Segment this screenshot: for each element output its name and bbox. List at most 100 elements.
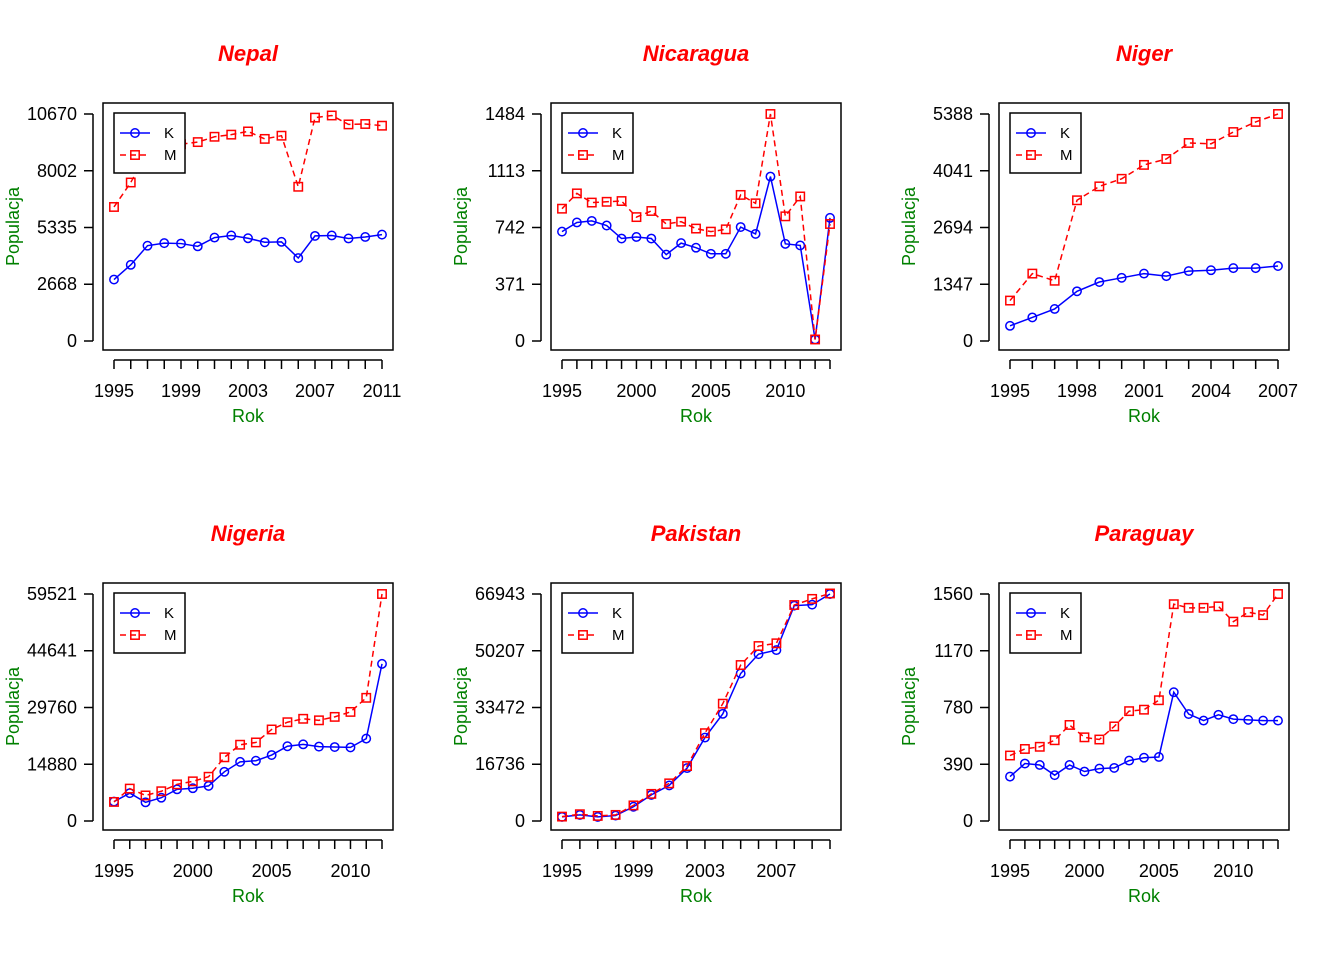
data-point <box>361 692 372 703</box>
data-point <box>616 233 627 244</box>
data-point <box>750 228 761 239</box>
x-axis-title: Rok <box>680 406 713 426</box>
data-point <box>235 756 246 767</box>
data-point <box>1072 195 1082 206</box>
data-point <box>377 120 387 131</box>
y-tick-label: 10670 <box>27 104 77 124</box>
y-tick-label: 742 <box>495 218 525 238</box>
y-axis-title: Populacja <box>451 666 471 746</box>
x-tick-label: 2005 <box>252 861 292 881</box>
y-tick-label: 1484 <box>485 104 525 124</box>
x-tick-label: 2010 <box>765 381 805 401</box>
series-M <box>557 109 835 345</box>
legend-label: M <box>612 627 625 644</box>
data-point <box>203 771 214 782</box>
data-point <box>1198 602 1209 613</box>
series-line <box>1009 593 1279 757</box>
data-point <box>735 660 746 670</box>
data-point <box>109 796 119 807</box>
data-point <box>586 197 597 208</box>
y-tick-label: 390 <box>943 754 973 774</box>
series-line <box>561 176 831 340</box>
data-point <box>699 728 710 739</box>
data-point <box>825 212 835 223</box>
data-point <box>326 110 337 121</box>
data-point <box>717 708 728 719</box>
x-tick-label: 2005 <box>691 381 731 401</box>
legend-box <box>1009 592 1082 654</box>
legend: KM <box>561 112 634 174</box>
y-tick-label: 1113 <box>488 161 525 181</box>
legend-marker <box>1026 150 1036 160</box>
x-tick-label: 2003 <box>685 861 725 881</box>
data-point <box>1243 714 1254 725</box>
series-M <box>1005 109 1283 306</box>
data-point <box>226 230 237 241</box>
x-tick-label: 1995 <box>94 861 134 881</box>
data-point <box>109 202 119 212</box>
data-point <box>187 783 198 794</box>
data-point <box>1034 741 1045 752</box>
chart-panel-nepal: Nepal 1995 1999 2003 2007 2011 0 2668 5335 8002 10… <box>3 41 401 426</box>
series-K <box>1005 687 1283 782</box>
legend-marker <box>130 630 140 640</box>
data-point <box>771 645 782 656</box>
legend: KM <box>561 592 634 654</box>
data-point <box>250 737 261 748</box>
legend-label: K <box>612 125 622 142</box>
data-point <box>1243 607 1254 618</box>
data-point <box>646 206 657 216</box>
data-point <box>360 232 371 242</box>
data-point <box>1072 286 1082 297</box>
y-tick-label: 44641 <box>27 641 77 661</box>
data-point <box>282 741 293 752</box>
data-point <box>1034 760 1045 770</box>
data-point <box>676 238 687 249</box>
data-point <box>720 224 731 235</box>
legend-marker <box>1026 608 1036 618</box>
y-tick-label: 2694 <box>933 218 973 238</box>
y-axis-title: Populacja <box>899 186 919 266</box>
data-point <box>616 196 627 206</box>
data-point <box>1094 181 1105 192</box>
data-point <box>1161 154 1172 164</box>
data-point <box>705 248 716 259</box>
series-line <box>1009 265 1279 327</box>
data-point <box>293 253 304 263</box>
legend: KM <box>1009 112 1082 174</box>
data-point <box>192 137 203 148</box>
data-point <box>142 240 153 251</box>
data-point <box>1027 312 1038 323</box>
legend-marker <box>578 150 588 160</box>
data-point <box>1005 771 1015 782</box>
data-point <box>807 599 818 610</box>
y-tick-label: 0 <box>963 331 973 351</box>
data-point <box>682 761 693 772</box>
legend-marker <box>130 150 140 160</box>
data-point <box>557 203 567 214</box>
data-point <box>1228 127 1239 137</box>
y-tick-label: 14880 <box>27 754 77 774</box>
y-axis-title: Populacja <box>899 666 919 746</box>
data-point <box>780 211 791 222</box>
y-tick-label: 8002 <box>37 161 77 181</box>
x-tick-label: 1999 <box>161 381 201 401</box>
data-point <box>1273 715 1283 726</box>
data-point <box>293 181 304 192</box>
data-point <box>259 133 270 144</box>
data-point <box>1019 758 1030 769</box>
data-point <box>557 811 567 822</box>
legend-box <box>561 112 634 174</box>
x-axis-title: Rok <box>680 886 713 906</box>
data-point <box>753 641 764 651</box>
data-point <box>750 198 761 209</box>
data-point <box>646 233 657 244</box>
data-point <box>209 232 220 243</box>
data-point <box>203 780 214 791</box>
data-point <box>326 230 337 241</box>
data-point <box>1079 766 1090 777</box>
data-point <box>250 755 261 766</box>
data-point <box>140 797 151 808</box>
series-line <box>113 114 383 208</box>
series-M <box>557 588 835 822</box>
